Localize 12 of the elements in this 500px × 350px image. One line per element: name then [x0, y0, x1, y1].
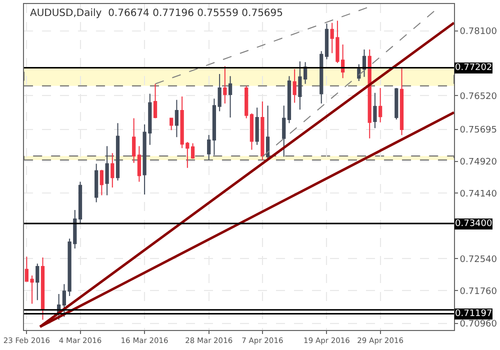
chart-title: AUDUSD,Daily 0.76674 0.77196 0.75559 0.75695: [30, 8, 284, 19]
y-tick-label: 0.76520: [460, 92, 498, 102]
y-tick-label: 0.74140: [460, 189, 498, 200]
y-tick-label: 0.72540: [460, 254, 498, 265]
y-tick-label: 0.70960: [460, 320, 498, 330]
y-tick-label: 0.75695: [460, 126, 498, 136]
ref-line-label: 0.77202: [455, 63, 492, 73]
y-tick-label: 0.78100: [460, 27, 498, 38]
y-tick-label: 0.71760: [460, 286, 498, 297]
ref-line-label: 0.73400: [455, 219, 492, 229]
y-tick-label: 0.74920: [460, 157, 498, 168]
ref-line-label: 0.71197: [455, 309, 492, 319]
